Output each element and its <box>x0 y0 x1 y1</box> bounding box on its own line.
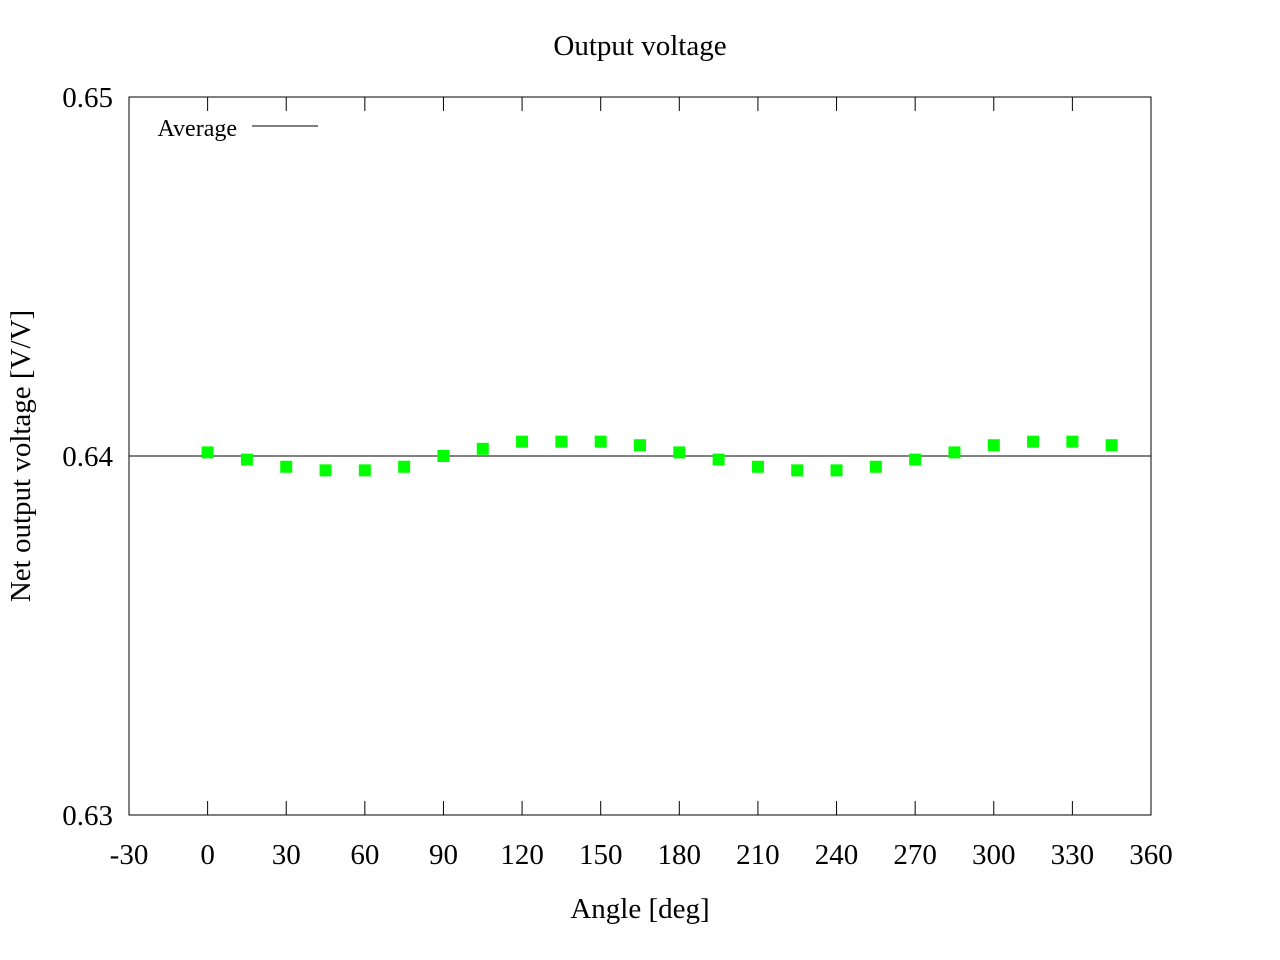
data-point <box>201 446 214 459</box>
data-point <box>1105 439 1118 452</box>
y-tick-label: 0.63 <box>62 800 113 832</box>
data-points <box>201 435 1118 477</box>
data-point <box>791 464 804 477</box>
x-tick-label: -30 <box>110 839 149 871</box>
x-tick-label: 120 <box>500 839 544 871</box>
data-point <box>1027 435 1040 448</box>
data-point <box>1066 435 1079 448</box>
data-point <box>869 460 882 473</box>
legend-label-average: Average <box>158 116 238 142</box>
x-tick-label: 150 <box>579 839 623 871</box>
legend: Average <box>158 116 318 142</box>
data-point <box>398 460 411 473</box>
chart-title: Output voltage <box>553 30 726 62</box>
data-point <box>516 435 529 448</box>
data-point <box>948 446 961 459</box>
data-point <box>358 464 371 477</box>
data-point <box>555 435 568 448</box>
data-point <box>751 460 764 473</box>
data-point <box>594 435 607 448</box>
x-tick-label: 300 <box>972 839 1016 871</box>
data-point <box>437 450 450 462</box>
x-tick-label: 60 <box>350 839 379 871</box>
x-tick-label: 0 <box>200 839 215 871</box>
x-tick-label: 240 <box>815 839 859 871</box>
data-point <box>280 460 293 473</box>
x-tick-label: 90 <box>429 839 458 871</box>
data-point <box>830 464 843 477</box>
x-tick-label: 30 <box>272 839 301 871</box>
data-point <box>240 453 253 466</box>
data-point <box>712 453 725 466</box>
data-point <box>673 446 686 459</box>
data-point <box>909 453 922 466</box>
x-tick-label: 360 <box>1129 839 1173 871</box>
data-point <box>987 439 1000 452</box>
y-tick-label: 0.64 <box>62 441 113 473</box>
x-tick-label: 210 <box>736 839 780 871</box>
data-point <box>319 464 332 477</box>
x-tick-label: 180 <box>658 839 702 871</box>
y-tick-label: 0.65 <box>62 82 113 114</box>
x-axis-label: Angle [deg] <box>570 893 709 925</box>
data-point <box>476 442 489 455</box>
y-axis-label: Net output voltage [V/V] <box>5 310 37 602</box>
x-tick-label: 270 <box>893 839 937 871</box>
tick-labels: -30 0 30 60 90 120 150 180 210 240 270 300 330 360 0.6… <box>62 82 1173 871</box>
x-tick-label: 330 <box>1051 839 1095 871</box>
axis-ticks <box>128 96 1152 816</box>
data-point <box>634 439 646 452</box>
